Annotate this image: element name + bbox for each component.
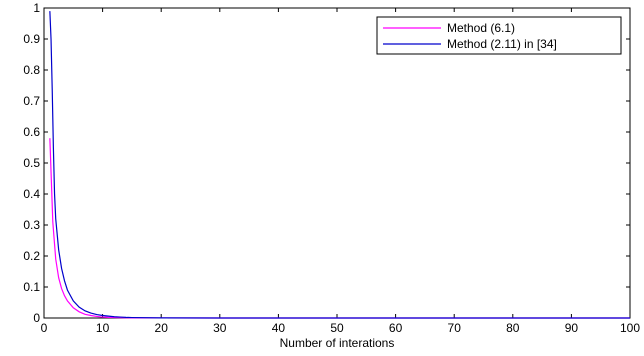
y-tick-label: 0.1 bbox=[23, 280, 40, 294]
x-tick-label: 40 bbox=[272, 321, 286, 335]
y-tick-label: 0 bbox=[33, 311, 40, 325]
x-tick-label: 100 bbox=[620, 321, 640, 335]
y-axis-ticks: 0 0.1 0.2 0.3 0.4 0.5 0.6 0.7 0.8 0.9 1 bbox=[23, 1, 630, 325]
y-tick-label: 0.3 bbox=[23, 218, 40, 232]
legend: Method (6.1) Method (2.11) in [34] bbox=[376, 16, 622, 55]
series-layer bbox=[49, 11, 630, 319]
x-tick-label: 20 bbox=[155, 321, 169, 335]
legend-label-1: Method (6.1) bbox=[447, 21, 515, 35]
y-tick-label: 0.5 bbox=[23, 156, 40, 170]
y-tick-label: 0.4 bbox=[23, 187, 40, 201]
y-tick-label: 0.8 bbox=[23, 63, 40, 77]
x-tick-label: 70 bbox=[448, 321, 462, 335]
x-tick-label: 60 bbox=[389, 321, 403, 335]
y-tick-label: 0.9 bbox=[23, 32, 40, 46]
x-axis-ticks: 0 10 20 30 40 50 60 70 80 90 100 bbox=[41, 8, 640, 335]
y-tick-label: 0.7 bbox=[23, 94, 40, 108]
y-tick-label: 0.2 bbox=[23, 249, 40, 263]
x-tick-label: 80 bbox=[506, 321, 520, 335]
series-line-2 bbox=[49, 11, 630, 319]
legend-box bbox=[376, 16, 622, 55]
y-tick-label: 0.6 bbox=[23, 125, 40, 139]
x-tick-label: 90 bbox=[565, 321, 579, 335]
y-tick-label: 1 bbox=[33, 1, 40, 15]
x-tick-label: 50 bbox=[330, 321, 344, 335]
x-tick-label: 10 bbox=[96, 321, 110, 335]
legend-label-2: Method (2.11) in [34] bbox=[447, 37, 557, 51]
x-tick-label: 0 bbox=[41, 321, 48, 335]
x-tick-label: 30 bbox=[213, 321, 227, 335]
plot-area bbox=[43, 7, 631, 319]
x-axis-label: Number of interations bbox=[280, 336, 395, 350]
